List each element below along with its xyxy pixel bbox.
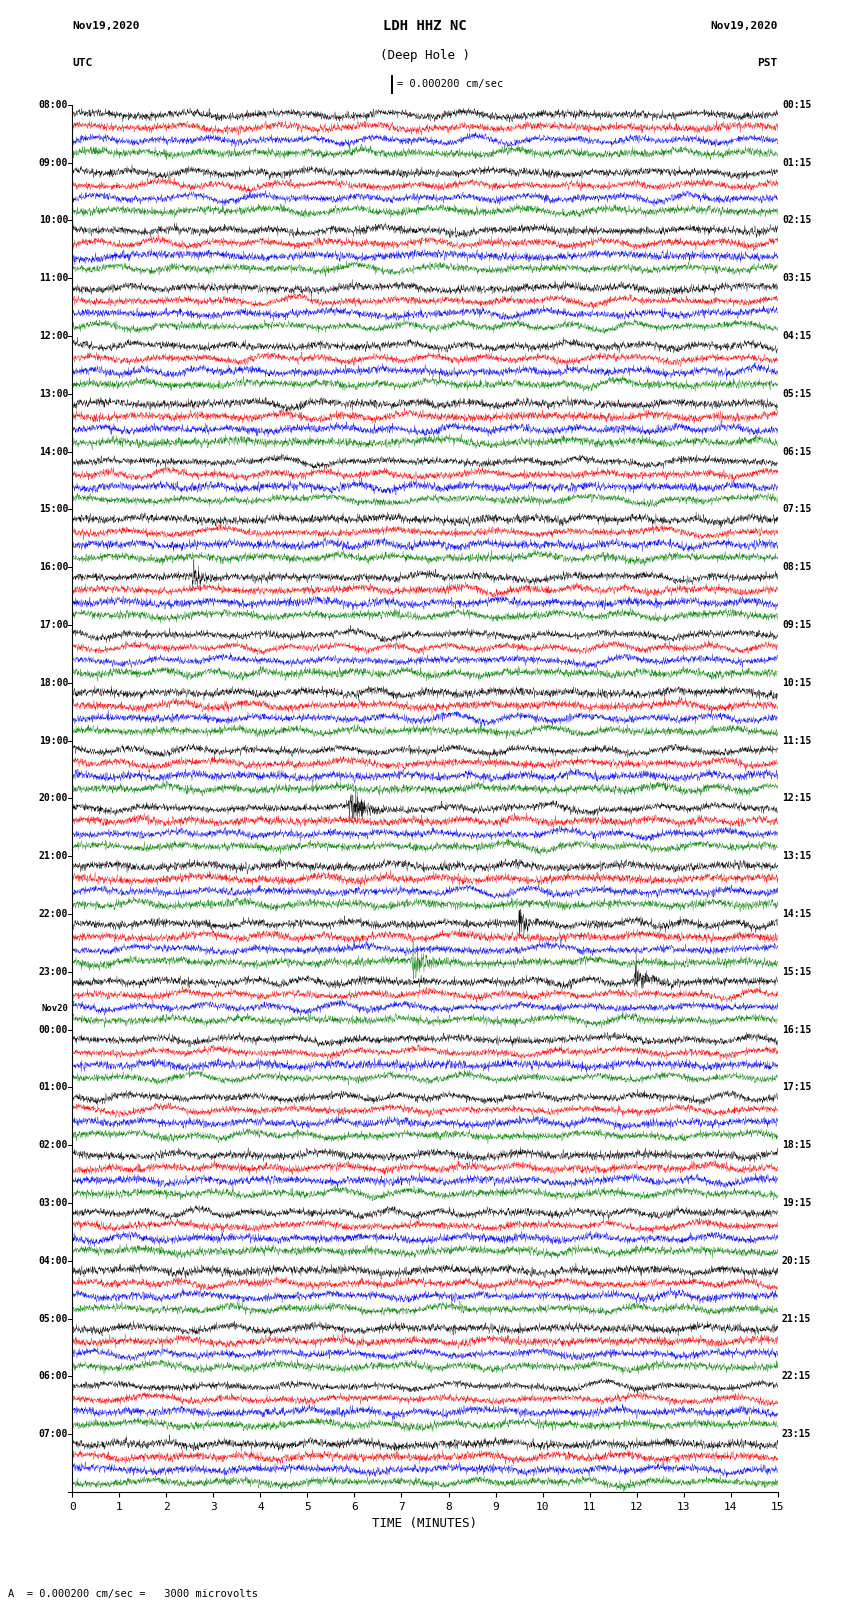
Text: 00:00: 00:00 xyxy=(38,1024,68,1034)
Text: A  = 0.000200 cm/sec =   3000 microvolts: A = 0.000200 cm/sec = 3000 microvolts xyxy=(8,1589,258,1598)
Text: 11:00: 11:00 xyxy=(38,273,68,284)
Text: 14:15: 14:15 xyxy=(782,910,812,919)
Text: 04:15: 04:15 xyxy=(782,331,812,340)
Text: 03:00: 03:00 xyxy=(38,1198,68,1208)
Text: 06:15: 06:15 xyxy=(782,447,812,456)
Text: 16:00: 16:00 xyxy=(38,563,68,573)
Text: 12:00: 12:00 xyxy=(38,331,68,340)
Text: 21:00: 21:00 xyxy=(38,852,68,861)
Text: 18:15: 18:15 xyxy=(782,1140,812,1150)
Text: 01:15: 01:15 xyxy=(782,158,812,168)
Text: 20:15: 20:15 xyxy=(782,1257,812,1266)
Text: 08:00: 08:00 xyxy=(38,100,68,110)
Text: 03:15: 03:15 xyxy=(782,273,812,284)
Text: Nov19,2020: Nov19,2020 xyxy=(711,21,778,31)
Text: 15:15: 15:15 xyxy=(782,966,812,977)
Text: Nov19,2020: Nov19,2020 xyxy=(72,21,139,31)
Text: LDH HHZ NC: LDH HHZ NC xyxy=(383,19,467,34)
Text: 09:00: 09:00 xyxy=(38,158,68,168)
Text: 06:00: 06:00 xyxy=(38,1371,68,1381)
Text: 23:00: 23:00 xyxy=(38,966,68,977)
Text: 12:15: 12:15 xyxy=(782,794,812,803)
Text: 18:00: 18:00 xyxy=(38,677,68,687)
Text: 15:00: 15:00 xyxy=(38,505,68,515)
Text: 20:00: 20:00 xyxy=(38,794,68,803)
Text: 10:00: 10:00 xyxy=(38,216,68,226)
Text: 10:15: 10:15 xyxy=(782,677,812,687)
Text: 13:00: 13:00 xyxy=(38,389,68,398)
Text: 22:15: 22:15 xyxy=(782,1371,812,1381)
Text: 05:00: 05:00 xyxy=(38,1313,68,1324)
Text: PST: PST xyxy=(757,58,778,68)
Text: 14:00: 14:00 xyxy=(38,447,68,456)
Text: 09:15: 09:15 xyxy=(782,619,812,631)
Text: 01:00: 01:00 xyxy=(38,1082,68,1092)
Text: 16:15: 16:15 xyxy=(782,1024,812,1034)
Text: 02:00: 02:00 xyxy=(38,1140,68,1150)
Text: 19:15: 19:15 xyxy=(782,1198,812,1208)
Text: 00:15: 00:15 xyxy=(782,100,812,110)
Text: (Deep Hole ): (Deep Hole ) xyxy=(380,48,470,61)
Text: 13:15: 13:15 xyxy=(782,852,812,861)
Text: UTC: UTC xyxy=(72,58,93,68)
Text: 04:00: 04:00 xyxy=(38,1257,68,1266)
Text: 07:00: 07:00 xyxy=(38,1429,68,1439)
Text: 07:15: 07:15 xyxy=(782,505,812,515)
Text: 05:15: 05:15 xyxy=(782,389,812,398)
Text: Nov20: Nov20 xyxy=(41,1005,68,1013)
Text: 11:15: 11:15 xyxy=(782,736,812,745)
Text: 21:15: 21:15 xyxy=(782,1313,812,1324)
X-axis label: TIME (MINUTES): TIME (MINUTES) xyxy=(372,1518,478,1531)
Text: 17:15: 17:15 xyxy=(782,1082,812,1092)
Text: 17:00: 17:00 xyxy=(38,619,68,631)
Text: = 0.000200 cm/sec: = 0.000200 cm/sec xyxy=(397,79,503,89)
Text: 19:00: 19:00 xyxy=(38,736,68,745)
Text: 02:15: 02:15 xyxy=(782,216,812,226)
Text: 08:15: 08:15 xyxy=(782,563,812,573)
Text: 22:00: 22:00 xyxy=(38,910,68,919)
Text: 23:15: 23:15 xyxy=(782,1429,812,1439)
